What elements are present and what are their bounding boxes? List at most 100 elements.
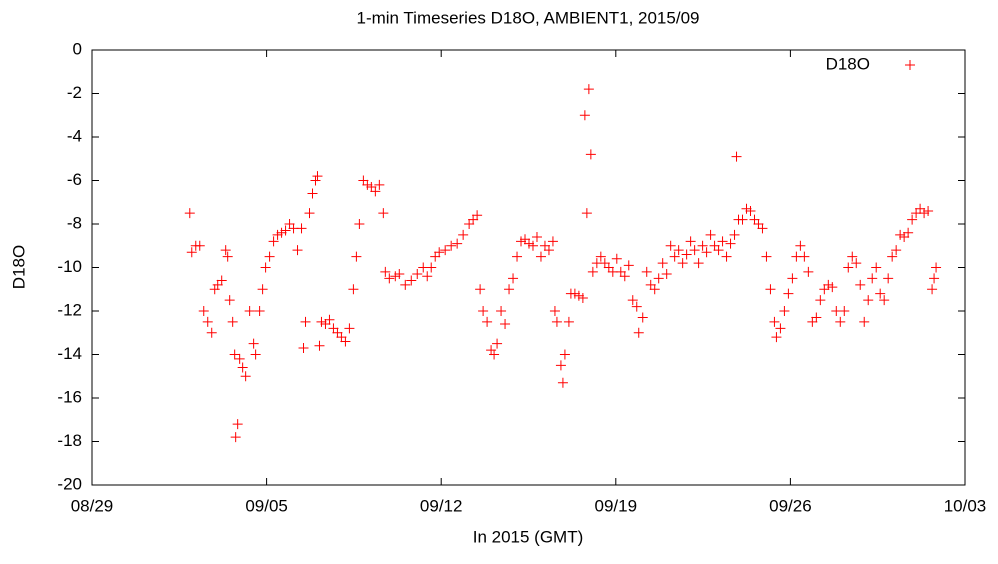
point xyxy=(583,84,594,95)
point xyxy=(619,271,630,282)
point xyxy=(823,279,834,290)
point xyxy=(320,319,331,330)
point xyxy=(555,360,566,371)
point xyxy=(779,306,790,316)
point xyxy=(220,245,231,256)
point xyxy=(721,251,732,262)
point xyxy=(931,262,942,273)
point xyxy=(268,236,279,247)
point xyxy=(581,208,592,219)
y-tick-label: -20 xyxy=(57,474,82,493)
point xyxy=(633,327,644,338)
x-tick-label: 09/05 xyxy=(245,496,288,515)
point xyxy=(300,316,311,327)
point xyxy=(296,223,307,234)
point xyxy=(799,251,810,262)
point xyxy=(212,279,223,290)
point xyxy=(717,236,728,247)
y-tick-label: -10 xyxy=(57,257,82,276)
point xyxy=(260,262,271,273)
point xyxy=(761,251,772,262)
point xyxy=(535,251,546,262)
point xyxy=(795,240,806,251)
point xyxy=(500,319,511,330)
point xyxy=(847,251,858,262)
point xyxy=(472,210,483,221)
point xyxy=(573,290,584,301)
y-tick-label: 0 xyxy=(73,39,82,58)
point xyxy=(745,205,756,216)
point xyxy=(611,253,622,264)
point xyxy=(689,245,700,256)
point xyxy=(446,240,457,251)
x-tick-label: 10/03 xyxy=(944,496,987,515)
point xyxy=(272,229,283,240)
point xyxy=(803,266,814,277)
point xyxy=(508,273,519,284)
point xyxy=(523,238,534,249)
point xyxy=(551,316,562,327)
point xyxy=(464,219,475,229)
point xyxy=(489,349,500,360)
point xyxy=(851,258,862,269)
point xyxy=(757,223,768,234)
point xyxy=(867,273,878,284)
point xyxy=(631,301,642,312)
point xyxy=(697,240,708,251)
point xyxy=(685,236,696,247)
point xyxy=(406,275,417,286)
point xyxy=(907,214,918,225)
point xyxy=(753,219,764,229)
point xyxy=(374,179,385,190)
point xyxy=(713,245,724,256)
point xyxy=(843,262,854,273)
point xyxy=(741,203,752,214)
point xyxy=(623,260,634,271)
point xyxy=(645,279,656,290)
point xyxy=(637,312,648,323)
point xyxy=(627,295,638,306)
point xyxy=(585,149,596,160)
point xyxy=(649,284,660,295)
point xyxy=(257,284,268,295)
point xyxy=(452,238,463,249)
y-tick-label: -4 xyxy=(67,126,82,145)
point xyxy=(705,229,716,240)
point xyxy=(863,295,874,306)
point xyxy=(316,316,327,327)
point xyxy=(929,273,940,284)
y-tick-label: -16 xyxy=(57,387,82,406)
point xyxy=(492,338,503,349)
point xyxy=(378,208,389,219)
point xyxy=(390,271,401,282)
point xyxy=(783,288,794,299)
point xyxy=(354,219,365,229)
point xyxy=(531,232,542,243)
point xyxy=(186,247,197,258)
x-tick-label: 09/19 xyxy=(595,496,638,515)
point xyxy=(351,251,362,262)
point xyxy=(657,258,668,269)
point xyxy=(426,262,437,273)
point xyxy=(234,353,245,364)
point xyxy=(559,349,570,360)
point xyxy=(827,282,838,293)
legend-marker xyxy=(905,60,915,70)
point xyxy=(336,332,347,343)
point xyxy=(380,266,391,277)
point xyxy=(919,208,930,219)
x-tick-label: 08/29 xyxy=(71,496,114,515)
point xyxy=(587,266,598,277)
point xyxy=(340,336,351,347)
point xyxy=(839,306,850,316)
point xyxy=(665,240,676,251)
point xyxy=(222,251,233,262)
point xyxy=(899,232,910,243)
point xyxy=(244,306,255,316)
point xyxy=(248,338,259,349)
point xyxy=(595,251,606,262)
point xyxy=(194,240,205,251)
point xyxy=(430,251,441,262)
point xyxy=(314,340,325,351)
point xyxy=(579,110,590,121)
